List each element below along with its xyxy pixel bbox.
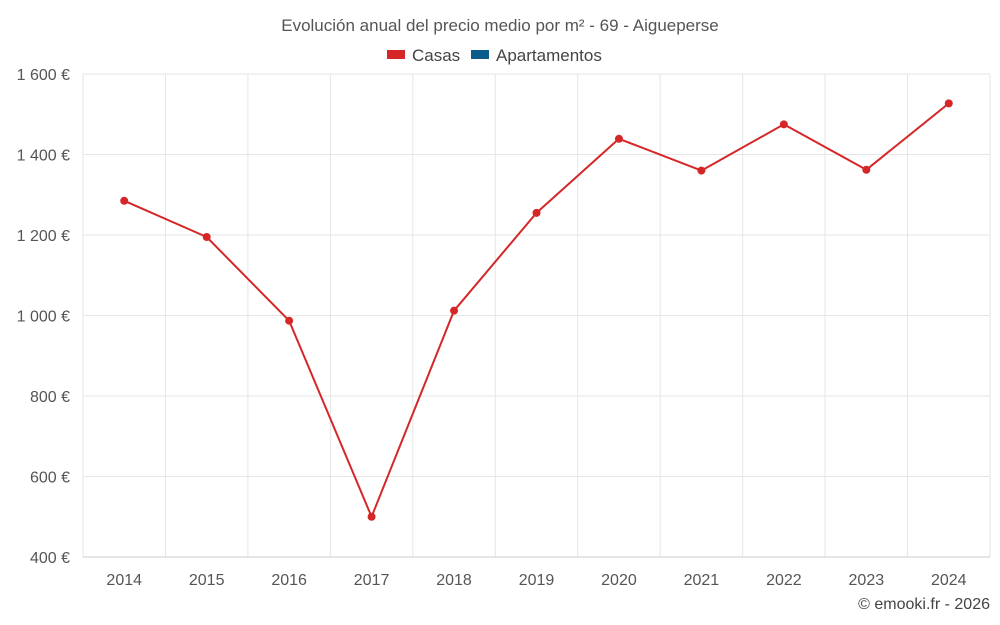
y-tick-label: 1 400 € (17, 148, 70, 165)
horizontal-gridlines (83, 73, 990, 558)
x-tick-label: 2014 (106, 572, 142, 589)
y-tick-label: 1 000 € (17, 309, 70, 326)
y-axis-ticks: 400 € 600 € 800 € 1 000 € 1 200 € 1 400 € 1 60… (17, 67, 70, 567)
legend-label-casas[interactable]: Casas (412, 46, 460, 65)
y-tick-label: 800 € (30, 389, 70, 406)
x-tick-label: 2016 (271, 572, 307, 589)
data-point-casas[interactable] (202, 233, 211, 242)
x-tick-label: 2018 (436, 572, 472, 589)
x-tick-label: 2023 (849, 572, 885, 589)
x-tick-label: 2019 (519, 572, 555, 589)
x-tick-label: 2020 (601, 572, 637, 589)
legend-swatch-apartamentos (471, 50, 489, 59)
legend: Casas Apartamentos (387, 46, 602, 65)
x-tick-label: 2015 (189, 572, 225, 589)
data-point-casas[interactable] (944, 99, 953, 108)
data-point-casas[interactable] (285, 316, 294, 325)
data-point-casas[interactable] (450, 306, 459, 315)
data-point-casas[interactable] (779, 120, 788, 129)
data-point-casas[interactable] (367, 512, 376, 521)
legend-label-apartamentos[interactable]: Apartamentos (496, 46, 602, 65)
y-tick-label: 600 € (30, 470, 70, 487)
data-point-casas[interactable] (120, 196, 129, 205)
x-tick-label: 2017 (354, 572, 390, 589)
data-point-casas[interactable] (697, 166, 706, 175)
credit-text: © emooki.fr - 2026 (858, 596, 990, 613)
x-tick-label: 2021 (684, 572, 720, 589)
data-point-casas[interactable] (532, 208, 541, 217)
y-tick-label: 1 600 € (17, 67, 70, 84)
series-casas (120, 99, 953, 521)
x-tick-label: 2022 (766, 572, 802, 589)
data-point-casas[interactable] (862, 165, 871, 174)
x-tick-label: 2024 (931, 572, 967, 589)
x-axis-ticks: 2014 2015 2016 2017 2018 2019 2020 2021 2022 2023… (106, 572, 966, 589)
y-tick-label: 400 € (30, 550, 70, 567)
data-point-casas[interactable] (614, 134, 623, 143)
y-tick-label: 1 200 € (17, 228, 70, 245)
legend-swatch-casas (387, 50, 405, 59)
chart-title: Evolución anual del precio medio por m² … (281, 16, 719, 35)
